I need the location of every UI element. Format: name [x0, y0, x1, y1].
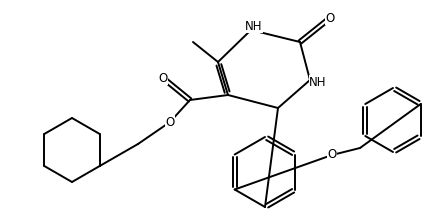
- Text: O: O: [165, 116, 175, 128]
- Text: O: O: [158, 72, 168, 85]
- Text: NH: NH: [309, 76, 327, 89]
- Text: O: O: [325, 12, 335, 25]
- Text: NH: NH: [245, 19, 263, 33]
- Text: O: O: [327, 149, 337, 161]
